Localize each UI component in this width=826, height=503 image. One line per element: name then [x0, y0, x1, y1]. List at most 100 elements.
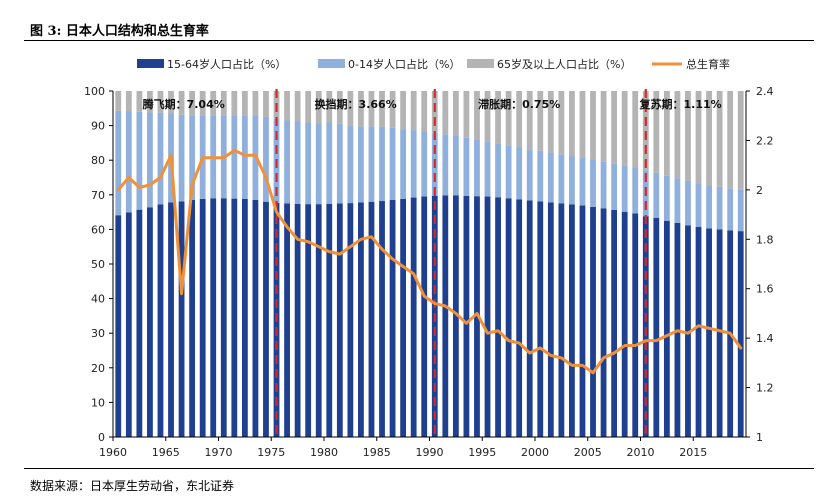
bar-segment — [569, 156, 575, 205]
bar-segment — [695, 91, 702, 184]
bar-segment — [484, 91, 491, 142]
bar-segment — [147, 207, 153, 437]
bar-segment — [484, 141, 491, 197]
bar-segment — [737, 91, 744, 190]
bar-segment — [189, 199, 196, 437]
bar-segment — [685, 180, 691, 226]
bar-segment — [590, 206, 596, 437]
y-left-tick-label: 100 — [84, 85, 105, 98]
y-right-tick-label: 2.4 — [756, 85, 774, 98]
bar-segment — [199, 91, 206, 116]
bar-segment — [685, 91, 691, 181]
bar-segment — [199, 198, 206, 437]
bar-segment — [115, 110, 122, 216]
bar-segment — [674, 91, 681, 179]
bar-segment — [611, 210, 618, 437]
bar-segment — [716, 186, 723, 230]
bar-segment — [231, 115, 238, 199]
bar-segment — [347, 203, 354, 437]
bar-segment — [389, 199, 396, 437]
bar-segment — [294, 91, 301, 122]
tfr-polyline — [116, 148, 743, 375]
y-left-tick-label: 50 — [91, 258, 105, 271]
bar-segment — [569, 91, 575, 157]
bar-segment — [136, 111, 143, 210]
legend: 15-64岁人口占比（%） 0-14岁人口占比（%） 65岁及以上人口占比（%） 总生… — [137, 57, 730, 71]
bar-segment — [716, 91, 723, 187]
bar-segment — [463, 91, 470, 138]
annotations: 腾飞期：7.04% 换挡期：3.66% 滞胀期：0.75% 复苏期：1.11% — [143, 97, 722, 111]
bar-segment — [189, 115, 196, 200]
bar-segment — [410, 130, 417, 198]
x-tick-label: 2015 — [679, 446, 707, 459]
bar-segment — [495, 197, 501, 437]
bar-segment — [157, 204, 164, 437]
bar-segment — [727, 188, 734, 231]
bar-segment — [147, 91, 153, 113]
bar-segment — [326, 122, 333, 204]
bar-segment — [600, 161, 607, 209]
bar-segment — [526, 200, 533, 437]
bar-segment — [621, 91, 628, 166]
bar-segment — [653, 217, 660, 437]
bar-segment — [157, 91, 164, 113]
legend-swatch — [318, 59, 345, 68]
bar-segment — [590, 159, 596, 207]
bar-segment — [125, 212, 132, 437]
period-annotation: 复苏期：1.11% — [639, 97, 722, 111]
bar-segment — [336, 123, 343, 204]
bar-segment — [526, 149, 533, 201]
y-left-tick-label: 40 — [91, 293, 105, 306]
bar-segment — [400, 129, 407, 199]
bar-segment — [505, 145, 512, 199]
bar-segment — [484, 196, 491, 437]
bar-segment — [241, 115, 248, 199]
bar-segment — [231, 91, 238, 116]
bar-segment — [115, 215, 122, 437]
bar-segment — [452, 91, 459, 136]
y-right-tick-label: 1.2 — [756, 382, 774, 395]
bar-segment — [452, 135, 459, 196]
bar-segment — [600, 91, 607, 162]
bar-segment — [347, 125, 354, 204]
bar-segment — [136, 91, 143, 112]
period-annotation: 换挡期：3.66% — [315, 97, 397, 111]
bar-segment — [336, 203, 343, 437]
bar-segment — [220, 198, 227, 437]
bar-segment — [442, 91, 449, 135]
bar-segment — [463, 195, 470, 437]
bar-segment — [495, 143, 501, 198]
bar-segment — [526, 91, 533, 150]
y-left-tick-label: 20 — [91, 362, 105, 375]
bar-segment — [632, 213, 639, 437]
y-right-tick-label: 1.6 — [756, 283, 774, 296]
bar-segment — [579, 91, 586, 158]
title-rule — [24, 40, 814, 41]
bar-segment — [442, 134, 449, 196]
bar-segment — [727, 91, 734, 189]
bar-segment — [400, 198, 407, 437]
bar-segment — [263, 91, 269, 117]
legend-label: 65岁及以上人口占比（%） — [497, 57, 631, 71]
bar-segment — [284, 203, 290, 437]
bar-segment — [305, 204, 312, 437]
x-tick-label: 1970 — [205, 446, 233, 459]
bar-segment — [178, 91, 185, 115]
bar-segment — [632, 167, 639, 214]
bar-segment — [389, 91, 396, 128]
bar-segment — [284, 120, 290, 204]
y-right-tick-label: 2 — [756, 184, 763, 197]
y-right-tick-label: 1 — [756, 431, 763, 444]
bar-segment — [579, 205, 586, 437]
y-left-tick-label: 0 — [98, 431, 105, 444]
bar-segment — [379, 126, 385, 202]
bar-segment — [125, 111, 132, 213]
x-tick-label: 1980 — [310, 446, 338, 459]
x-tick-label: 1985 — [363, 446, 391, 459]
legend-label: 0-14岁人口占比（%） — [348, 57, 460, 71]
bar-segment — [474, 139, 480, 197]
bar-segment — [315, 123, 322, 205]
bar-segment — [621, 211, 628, 437]
bar-segment — [516, 199, 523, 437]
bar-segment — [537, 201, 544, 437]
